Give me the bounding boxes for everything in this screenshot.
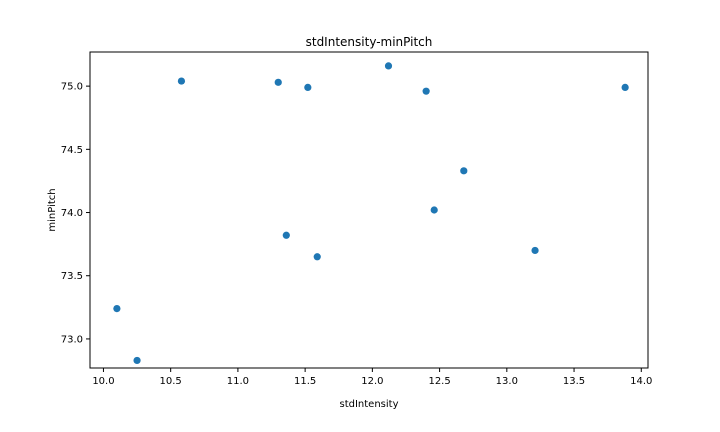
data-point <box>460 167 468 175</box>
data-points <box>113 62 629 365</box>
y-axis: 73.0 73.5 74.0 74.5 75.0 <box>61 82 90 345</box>
y-tick-label: 74.0 <box>61 208 83 219</box>
data-point <box>621 83 629 91</box>
data-point <box>133 356 141 365</box>
chart-title: stdIntensity-minPitch <box>306 35 433 49</box>
x-tick-label: 13.5 <box>563 376 585 387</box>
data-point <box>113 304 121 313</box>
data-point <box>313 253 321 261</box>
x-tick-label: 11.5 <box>294 376 316 387</box>
data-point <box>531 246 539 255</box>
y-tick-label: 73.0 <box>61 334 83 345</box>
plot-area <box>89 51 649 369</box>
x-tick-label: 13.0 <box>496 376 518 387</box>
x-axis-label: stdIntensity <box>339 399 398 410</box>
x-axis: 10.0 10.5 11.0 11.5 12.0 12.5 13.0 13.5 14.0 <box>92 368 652 387</box>
x-tick-label: 12.0 <box>361 376 383 387</box>
data-point <box>430 206 438 214</box>
data-point <box>304 83 312 91</box>
y-tick-label: 73.5 <box>61 271 83 282</box>
x-tick-label: 10.5 <box>160 376 182 387</box>
data-point <box>282 231 290 239</box>
y-tick-label: 75.0 <box>61 82 83 93</box>
x-tick-label: 10.0 <box>92 376 114 387</box>
data-point <box>177 77 186 85</box>
data-point <box>274 78 282 86</box>
data-point <box>384 62 393 70</box>
data-point <box>422 87 430 95</box>
x-tick-label: 11.0 <box>227 376 249 387</box>
plot-frame <box>89 51 649 369</box>
y-tick-label: 74.5 <box>61 145 83 156</box>
x-tick-label: 14.0 <box>630 376 652 387</box>
y-axis-label: minPitch <box>47 188 58 231</box>
x-tick-label: 12.5 <box>428 376 450 387</box>
